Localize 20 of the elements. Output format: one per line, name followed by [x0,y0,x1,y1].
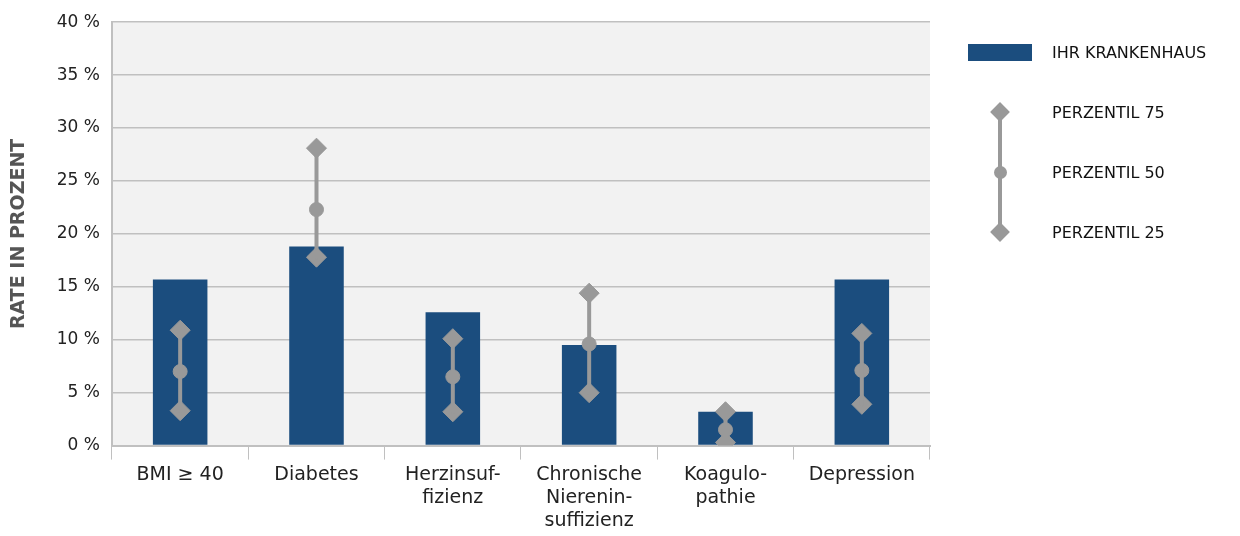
y-tick-label: 20 % [56,222,100,243]
text: PERZENTIL 25 [1052,222,1165,242]
y-tick-label: 40 % [56,10,100,31]
y-axis-title: RATE IN PROZENT [6,138,29,330]
legend-label: IHR KRANKENHAUS [1052,42,1207,62]
y-tick-label: 15 % [56,275,100,296]
x-tick-label: Depression [808,461,915,484]
x-tick-label: Chronische Nierenin- suffizienz [536,461,643,530]
y-tick-label: 10 % [56,328,100,349]
y-tick-label: 35 % [56,63,100,84]
y-tick-label: 30 % [56,116,100,137]
x-tick-label: Koagulo- pathie [684,461,767,507]
x-tick-label: BMI ≥ 40 [136,461,224,484]
x-tick-label: Diabetes [274,461,359,484]
text: PERZENTIL 50 [1052,162,1165,182]
y-tick-label: 25 % [56,169,100,190]
y-tick-label: 0 % [67,434,100,455]
x-tick-label: Herzinsuf- fizienz [405,461,501,507]
y-tick-label: 5 % [67,381,100,402]
text: PERZENTIL 75 [1052,102,1165,122]
